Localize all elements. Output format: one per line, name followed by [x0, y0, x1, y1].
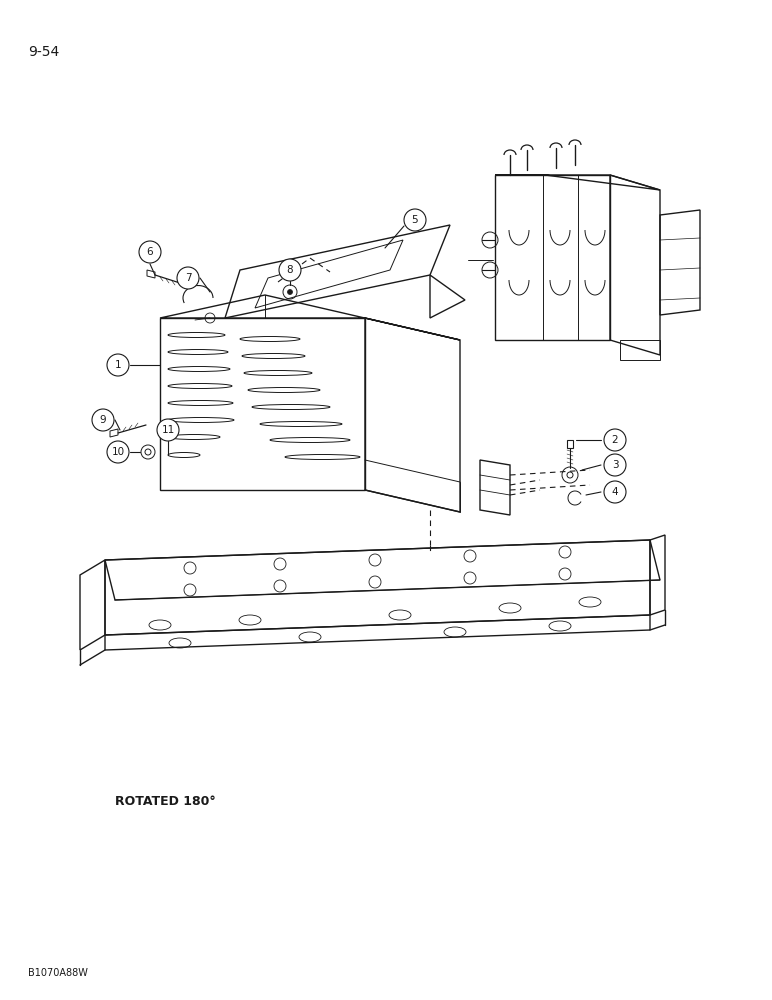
Text: 9-54: 9-54 [28, 45, 59, 59]
Circle shape [604, 454, 626, 476]
Text: 1: 1 [115, 360, 121, 370]
Text: 7: 7 [185, 273, 191, 283]
Circle shape [287, 290, 293, 294]
Circle shape [92, 409, 114, 431]
Circle shape [107, 354, 129, 376]
Circle shape [157, 419, 179, 441]
Text: 4: 4 [611, 487, 618, 497]
Circle shape [177, 267, 199, 289]
Text: 2: 2 [611, 435, 618, 445]
Circle shape [107, 441, 129, 463]
Circle shape [139, 241, 161, 263]
Circle shape [604, 481, 626, 503]
Text: 11: 11 [161, 425, 174, 435]
Text: 10: 10 [111, 447, 124, 457]
Text: 6: 6 [147, 247, 154, 257]
Text: 3: 3 [611, 460, 618, 470]
Text: B1070A88W: B1070A88W [28, 968, 88, 978]
Circle shape [404, 209, 426, 231]
Text: ROTATED 180°: ROTATED 180° [115, 795, 215, 808]
Text: 8: 8 [286, 265, 293, 275]
Circle shape [279, 259, 301, 281]
Circle shape [604, 429, 626, 451]
Text: 5: 5 [411, 215, 418, 225]
Text: 9: 9 [100, 415, 107, 425]
